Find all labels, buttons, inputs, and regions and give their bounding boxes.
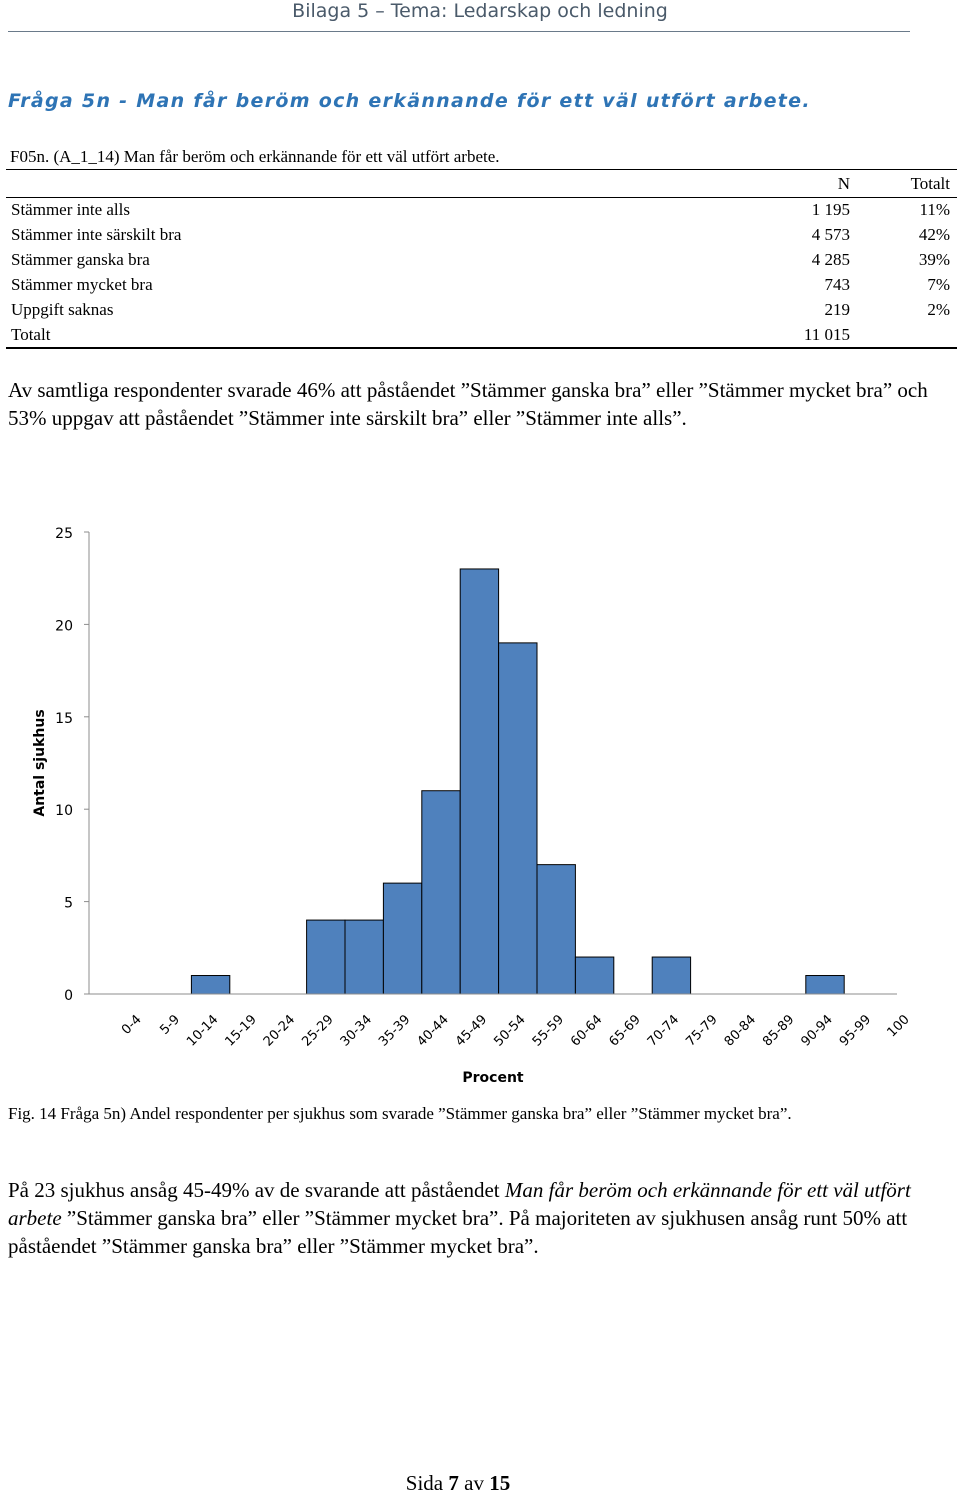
histogram-bar <box>536 864 576 995</box>
table-row: Stämmer inte alls 1 195 11% <box>0 200 960 225</box>
x-tick-label: 95-99 <box>837 1012 874 1049</box>
y-tick-label: 5 <box>64 896 73 912</box>
table-row: Stämmer ganska bra 4 285 39% <box>0 250 960 275</box>
histogram-bar <box>421 790 461 995</box>
footer-middle: av <box>458 1471 490 1495</box>
y-tick-label: 10 <box>55 803 73 819</box>
footer-total-pages: 15 <box>489 1471 511 1495</box>
x-tick-label: 25-29 <box>299 1012 336 1049</box>
x-tick-label: 85-89 <box>760 1012 797 1049</box>
y-axis-title: Antal sjukhus <box>32 709 48 816</box>
table-bottom-rule <box>6 347 957 349</box>
table-row: Uppgift saknas 219 2% <box>0 300 960 325</box>
row-label: Uppgift saknas <box>11 300 114 319</box>
histogram-chart: 0 5 10 15 20 25 0-4 5-9 10-14 15-19 20-24 25-29 30-3… <box>32 526 913 1086</box>
row-label: Stämmer inte alls <box>11 200 130 219</box>
x-tick-label: 65-69 <box>607 1012 644 1049</box>
conclusion-text-1: På 23 sjukhus ansåg 45-49% av de svarand… <box>8 1178 505 1202</box>
row-pct: 42% <box>918 225 950 244</box>
histogram-bar <box>459 568 500 995</box>
column-header-n: N <box>837 174 850 193</box>
x-tick-label: 40-44 <box>415 1012 452 1049</box>
table-top-rule <box>6 169 957 170</box>
x-tick-label: 35-39 <box>376 1012 413 1049</box>
table-total-row: Totalt 11 015 <box>0 325 960 350</box>
footer-prefix: Sida <box>405 1471 449 1495</box>
x-tick-label: 100 <box>884 1012 912 1040</box>
x-tick-label: 55-59 <box>530 1012 567 1049</box>
x-tick-label: 60-64 <box>568 1012 605 1049</box>
footer-page-number: 7 <box>448 1471 459 1495</box>
row-n: 743 <box>824 275 851 294</box>
histogram-bar <box>306 919 346 995</box>
x-tick-label: 75-79 <box>683 1012 720 1049</box>
row-label: Stämmer inte särskilt bra <box>11 225 182 244</box>
row-n: 4 285 <box>811 250 850 269</box>
histogram-bar <box>498 642 538 995</box>
histogram-bar <box>574 956 615 995</box>
conclusion-paragraph: På 23 sjukhus ansåg 45-49% av de svarand… <box>8 1176 928 1260</box>
x-tick-label: 20-24 <box>261 1012 298 1049</box>
x-tick-label: 5-9 <box>157 1012 183 1038</box>
row-label: Stämmer ganska bra <box>11 250 150 269</box>
x-tick-label: 70-74 <box>645 1012 682 1049</box>
x-tick-label: 45-49 <box>453 1012 490 1049</box>
table-header-rule <box>6 197 957 198</box>
page-header-title: Bilaga 5 – Tema: Ledarskap och ledning <box>292 0 668 22</box>
figure-caption: Fig. 14 Fråga 5n) Andel respondenter per… <box>8 1104 792 1123</box>
x-tick-label: 90-94 <box>799 1012 836 1049</box>
x-tick-label: 10-14 <box>184 1012 221 1049</box>
table-row: Stämmer mycket bra 743 7% <box>0 275 960 300</box>
x-tick-label: 15-19 <box>223 1012 260 1049</box>
table-header-row: N Totalt <box>0 174 960 199</box>
row-pct: 2% <box>927 300 950 319</box>
conclusion-text-2: ”Stämmer ganska bra” eller ”Stämmer myck… <box>8 1206 908 1258</box>
row-n: 11 015 <box>803 325 850 344</box>
histogram-bar <box>190 975 231 995</box>
row-pct: 11% <box>919 200 950 219</box>
row-label: Stämmer mycket bra <box>11 275 153 294</box>
x-tick-label: 50-54 <box>491 1012 528 1049</box>
row-n: 1 195 <box>811 200 850 219</box>
y-tick-label: 15 <box>55 711 73 727</box>
histogram-bar <box>344 919 384 995</box>
question-heading: Fråga 5n - Man får beröm och erkännande … <box>8 90 811 112</box>
histogram-bar <box>382 882 423 995</box>
y-tick-label: 20 <box>55 618 73 634</box>
x-tick-label: 30-34 <box>338 1012 375 1049</box>
y-tick-label: 25 <box>55 526 73 542</box>
header-divider <box>8 31 910 32</box>
x-tick-label: 0-4 <box>119 1012 145 1038</box>
x-tick-label: 80-84 <box>722 1012 759 1049</box>
column-header-totalt: Totalt <box>910 174 950 193</box>
histogram-bar <box>651 956 692 995</box>
x-axis-title: Procent <box>462 1070 524 1086</box>
summary-paragraph: Av samtliga respondenter svarade 46% att… <box>8 378 928 430</box>
table-row: Stämmer inte särskilt bra 4 573 42% <box>0 225 960 250</box>
row-label: Totalt <box>11 325 51 344</box>
row-n: 219 <box>824 300 851 319</box>
conclusion-statement-italic: Man får beröm och erkännande för ett väl… <box>8 1178 911 1230</box>
histogram-bar <box>805 975 845 995</box>
row-n: 4 573 <box>811 225 850 244</box>
row-pct: 7% <box>927 275 950 294</box>
y-tick-label: 0 <box>64 988 73 1004</box>
table-caption: F05n. (A_1_14) Man får beröm och erkänna… <box>10 147 500 166</box>
row-pct: 39% <box>918 250 950 269</box>
page-footer: Sida 7 av 15 <box>0 1471 916 1496</box>
